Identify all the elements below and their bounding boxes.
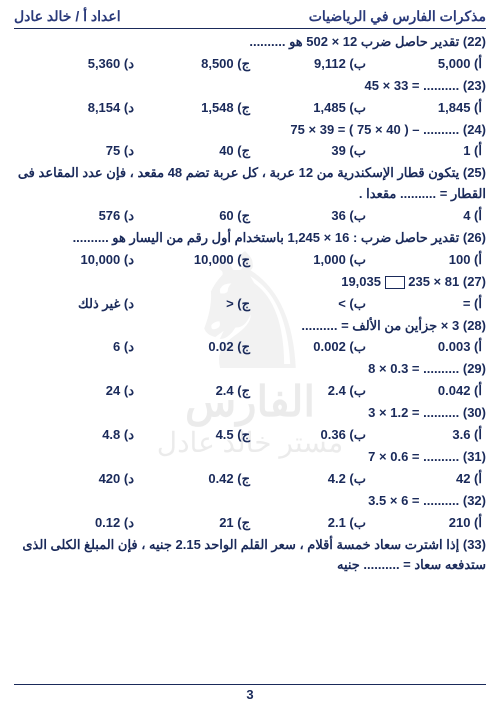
q30-c: ج) 4.5 bbox=[134, 427, 250, 443]
q25-a: أ) 4 bbox=[366, 208, 482, 224]
q22-text: (22) تقدير حاصل ضرب 12 × 502 هو ........… bbox=[14, 32, 486, 53]
q23-c: ج) 1,548 bbox=[134, 100, 250, 116]
q30-a: أ) 3.6 bbox=[366, 427, 482, 443]
q26-options: أ) 100 ب) 1,000 ج) 10,000 د) 10,000 bbox=[14, 252, 486, 268]
page-number: 3 bbox=[14, 684, 486, 702]
q22-d: د) 5,360 bbox=[18, 56, 134, 72]
q32-text: (32) .......... = 6 × 3.5 bbox=[14, 491, 486, 512]
q27-text: (27) 81 × 235 19,035 bbox=[14, 272, 486, 293]
header-left: اعداد أ / خالد عادل bbox=[14, 8, 121, 25]
q28-d: د) 6 bbox=[18, 339, 134, 355]
q30-b: ب) 0.36 bbox=[250, 427, 366, 443]
q24-d: د) 75 bbox=[18, 143, 134, 159]
q28-b: ب) 0.002 bbox=[250, 339, 366, 355]
q22-b: ب) 9,112 bbox=[250, 56, 366, 72]
q32-b: ب) 2.1 bbox=[250, 515, 366, 531]
q31-b: ب) 4.2 bbox=[250, 471, 366, 487]
q30-text: (30) .......... = 1.2 × 3 bbox=[14, 403, 486, 424]
q32-d: د) 0.12 bbox=[18, 515, 134, 531]
q25-c: ج) 60 bbox=[134, 208, 250, 224]
q25-text: (25) يتكون قطار الإسكندرية من 12 عربة ، … bbox=[14, 163, 486, 205]
page-header: اعداد أ / خالد عادل مذكرات الفارس في الر… bbox=[14, 8, 486, 29]
q31-text: (31) .......... = 0.6 × 7 bbox=[14, 447, 486, 468]
compare-box bbox=[385, 276, 405, 289]
q23-b: ب) 1,485 bbox=[250, 100, 366, 116]
q23-text: (23) .......... = 33 × 45 bbox=[14, 76, 486, 97]
q25-options: أ) 4 ب) 36 ج) 60 د) 576 bbox=[14, 208, 486, 224]
q24-c: ج) 40 bbox=[134, 143, 250, 159]
q31-d: د) 420 bbox=[18, 471, 134, 487]
q32-c: ج) 21 bbox=[134, 515, 250, 531]
q24-options: أ) 1 ب) 39 ج) 40 د) 75 bbox=[14, 143, 486, 159]
q30-options: أ) 3.6 ب) 0.36 ج) 4.5 د) 4.8 bbox=[14, 427, 486, 443]
q27-options: أ) = ب) > ج) < د) غير ذلك bbox=[14, 296, 486, 312]
q23-a: أ) 1,845 bbox=[366, 100, 482, 116]
q29-a: أ) 0.042 bbox=[366, 383, 482, 399]
q26-text: (26) تقدير حاصل ضرب : 16 × 1,245 باستخدا… bbox=[14, 228, 486, 249]
q22-options: أ) 5,000 ب) 9,112 ج) 8,500 د) 5,360 bbox=[14, 56, 486, 72]
q33-text: (33) إذا اشترت سعاد خمسة أقلام ، سعر الق… bbox=[14, 535, 486, 577]
q32-options: أ) 210 ب) 2.1 ج) 21 د) 0.12 bbox=[14, 515, 486, 531]
q26-d: د) 10,000 bbox=[18, 252, 134, 268]
q27-b: ب) > bbox=[250, 296, 366, 312]
q29-d: د) 24 bbox=[18, 383, 134, 399]
header-right: مذكرات الفارس في الرياضيات bbox=[309, 8, 486, 25]
q31-c: ج) 0.42 bbox=[134, 471, 250, 487]
q24-a: أ) 1 bbox=[366, 143, 482, 159]
q31-options: أ) 42 ب) 4.2 ج) 0.42 د) 420 bbox=[14, 471, 486, 487]
q26-b: ب) 1,000 bbox=[250, 252, 366, 268]
q24-b: ب) 39 bbox=[250, 143, 366, 159]
q26-a: أ) 100 bbox=[366, 252, 482, 268]
q28-options: أ) 0.003 ب) 0.002 ج) 0.02 د) 6 bbox=[14, 339, 486, 355]
q23-d: د) 8,154 bbox=[18, 100, 134, 116]
q27-after: 19,035 bbox=[341, 274, 384, 289]
q24-text: (24) .......... – ( 40 × 75 ) = 39 × 75 bbox=[14, 120, 486, 141]
q27-a: أ) = bbox=[366, 296, 482, 312]
q25-d: د) 576 bbox=[18, 208, 134, 224]
q22-c: ج) 8,500 bbox=[134, 56, 250, 72]
q29-b: ب) 2.4 bbox=[250, 383, 366, 399]
q29-text: (29) .......... = 0.3 × 8 bbox=[14, 359, 486, 380]
q27-before: (27) 81 × 235 bbox=[405, 274, 486, 289]
q23-options: أ) 1,845 ب) 1,485 ج) 1,548 د) 8,154 bbox=[14, 100, 486, 116]
q28-a: أ) 0.003 bbox=[366, 339, 482, 355]
q26-c: ج) 10,000 bbox=[134, 252, 250, 268]
q30-d: د) 4.8 bbox=[18, 427, 134, 443]
q28-text: (28) 3 × جزأين من الألف = .......... bbox=[14, 316, 486, 337]
q27-d: د) غير ذلك bbox=[18, 296, 134, 312]
q25-b: ب) 36 bbox=[250, 208, 366, 224]
q32-a: أ) 210 bbox=[366, 515, 482, 531]
q27-c: ج) < bbox=[134, 296, 250, 312]
q29-options: أ) 0.042 ب) 2.4 ج) 2.4 د) 24 bbox=[14, 383, 486, 399]
q29-c: ج) 2.4 bbox=[134, 383, 250, 399]
q22-a: أ) 5,000 bbox=[366, 56, 482, 72]
q28-c: ج) 0.02 bbox=[134, 339, 250, 355]
q31-a: أ) 42 bbox=[366, 471, 482, 487]
